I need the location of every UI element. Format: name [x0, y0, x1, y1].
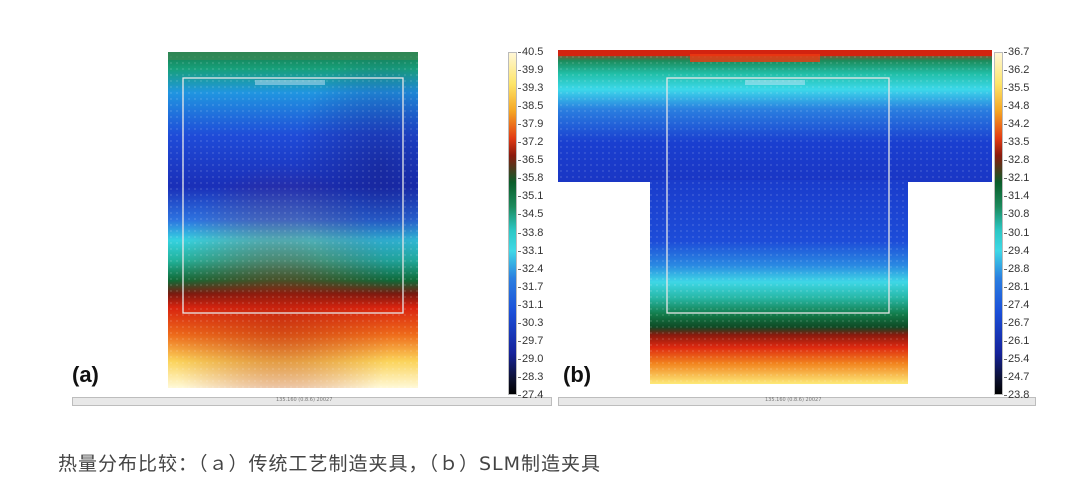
scale-text-b: 135.160 (0.8.6) 20027: [765, 397, 822, 403]
colorbar-tick: 34.8: [1003, 100, 1030, 113]
colorbar-tick: 35.1: [517, 190, 544, 203]
colorbar-tick: 31.7: [517, 280, 544, 293]
colorbar-tick: 31.1: [517, 298, 544, 311]
colorbar-tick: 33.5: [1003, 136, 1030, 149]
colorbar-tick: 26.1: [1003, 334, 1030, 347]
colorbar-tick: 31.4: [1003, 190, 1030, 203]
colorbar-ticks-a: 40.5 39.9 39.3 38.5 37.9 37.2 36.5 35.8 35.1 34.5…: [517, 46, 564, 401]
colorbar-tick: 28.8: [1003, 262, 1030, 275]
colorbar-tick: 32.8: [1003, 154, 1030, 167]
colorbar-tick: 36.7: [1003, 46, 1030, 58]
colorbar-tick: 38.5: [517, 100, 544, 113]
thermal-map-a: [168, 52, 418, 388]
fixture-outline-a: [182, 77, 404, 314]
colorbar-tick: 29.7: [517, 334, 544, 347]
colorbar-tick: 35.8: [517, 172, 544, 185]
colorbar-a: [508, 52, 517, 395]
colorbar-tick: 37.2: [517, 136, 544, 149]
colorbar-tick: 36.5: [517, 154, 544, 167]
colorbar-tick: 24.7: [1003, 370, 1030, 383]
colorbar-tick: 34.2: [1003, 118, 1030, 131]
colorbar-tick: 30.8: [1003, 208, 1030, 221]
colorbar-tick: 32.4: [517, 262, 544, 275]
panel-label-b: (b): [563, 362, 592, 387]
colorbar-tick: 25.4: [1003, 352, 1030, 365]
colorbar-tick: 29.4: [1003, 244, 1030, 257]
scale-text-a: 135.160 (0.8.6) 20027: [276, 397, 333, 403]
colorbar-tick: 23.8: [1003, 389, 1030, 401]
colorbar-tick: 26.7: [1003, 316, 1030, 329]
scale-bar-a: 135.160 (0.8.6) 20027: [72, 397, 552, 406]
colorbar-tick: 37.9: [517, 118, 544, 131]
colorbar-tick: 39.9: [517, 64, 544, 77]
scale-bar-b: 135.160 (0.8.6) 20027: [558, 397, 1036, 406]
colorbar-tick: 35.5: [1003, 82, 1030, 95]
colorbar-tick: 33.8: [517, 226, 544, 239]
colorbar-tick: 28.3: [517, 370, 544, 383]
colorbar-tick: 34.5: [517, 208, 544, 221]
panel-label-a: (a): [72, 362, 99, 387]
colorbar-tick: 33.1: [517, 244, 544, 257]
colorbar-ticks-b: 36.7 36.2 35.5 34.8 34.2 33.5 32.8 32.1 31.4 30.8…: [1003, 46, 1050, 401]
colorbar-b: [994, 52, 1003, 395]
colorbar-tick: 28.1: [1003, 280, 1030, 293]
thermal-map-b: [558, 50, 992, 384]
colorbar-tick: 40.5: [517, 46, 544, 58]
fixture-outline-b: [666, 77, 890, 314]
colorbar-tick: 32.1: [1003, 172, 1030, 185]
colorbar-tick: 36.2: [1003, 64, 1030, 77]
figure-caption: 热量分布比较：（ａ）传统工艺制造夹具，（ｂ）SLM制造夹具: [58, 453, 602, 475]
colorbar-tick: 30.1: [1003, 226, 1030, 239]
colorbar-tick: 27.4: [517, 389, 544, 401]
colorbar-tick: 27.4: [1003, 298, 1030, 311]
colorbar-tick: 30.3: [517, 316, 544, 329]
colorbar-tick: 39.3: [517, 82, 544, 95]
colorbar-tick: 29.0: [517, 352, 544, 365]
